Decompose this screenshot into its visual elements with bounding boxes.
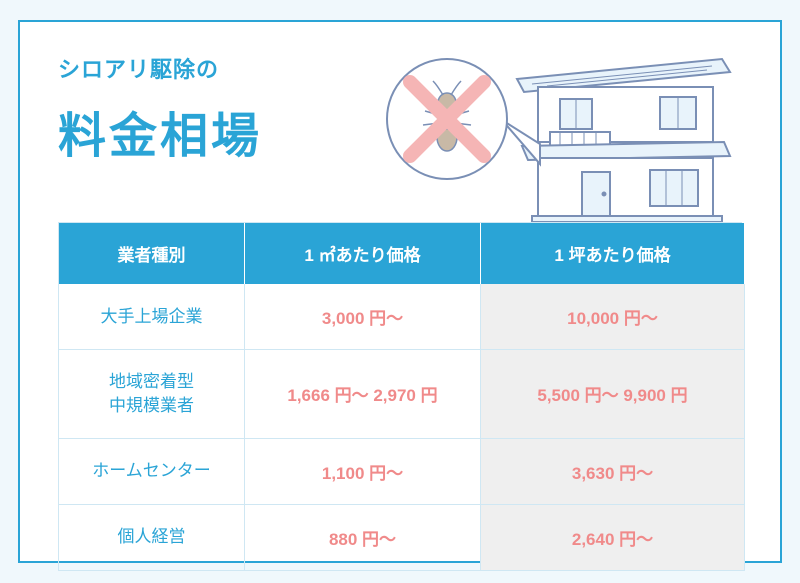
header: シロアリ駆除の 料金相場 (58, 52, 742, 222)
row2-category: ホームセンター (59, 439, 245, 505)
th-per-tsubo: 1 坪あたり価格 (481, 223, 745, 284)
th-per-m2: 1 ㎡あたり価格 (245, 223, 481, 284)
house-termite-illustration (352, 44, 752, 222)
row3-category: 個人経営 (59, 505, 245, 571)
row0-category: 大手上場企業 (59, 284, 245, 350)
price-table: 業者種別 1 ㎡あたり価格 1 坪あたり価格 大手上場企業 3,000 円〜 1… (58, 222, 742, 571)
row0-per-m2: 3,000 円〜 (245, 284, 481, 350)
row1-per-tsubo: 5,500 円〜 9,900 円 (481, 350, 745, 439)
row2-per-tsubo: 3,630 円〜 (481, 439, 745, 505)
row3-per-m2: 880 円〜 (245, 505, 481, 571)
row2-per-m2: 1,100 円〜 (245, 439, 481, 505)
info-card: シロアリ駆除の 料金相場 (18, 20, 782, 563)
row1-per-m2: 1,666 円〜 2,970 円 (245, 350, 481, 439)
th-category: 業者種別 (59, 223, 245, 284)
row1-category: 地域密着型中規模業者 (59, 350, 245, 439)
row0-per-tsubo: 10,000 円〜 (481, 284, 745, 350)
row3-per-tsubo: 2,640 円〜 (481, 505, 745, 571)
